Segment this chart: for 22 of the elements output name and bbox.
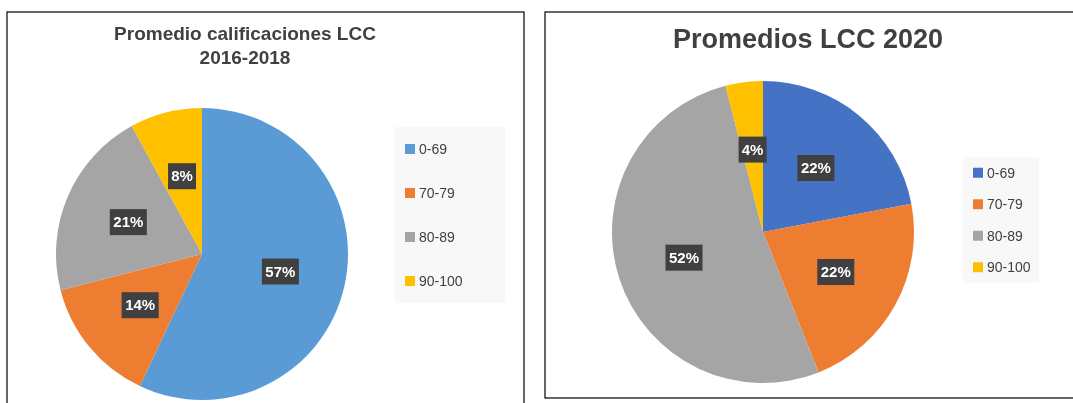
legend-label: 90-100: [419, 273, 463, 289]
pie-slice: [763, 81, 912, 232]
chart-title: Promedio calificaciones LCC 2016-2018: [114, 23, 377, 68]
data-label: 57%: [265, 262, 296, 280]
legend-label: 0-69: [987, 164, 1016, 181]
data-label: 21%: [113, 213, 144, 231]
data-label: 4%: [741, 140, 764, 158]
pie-slice: [763, 203, 914, 373]
data-label: 8%: [171, 167, 193, 185]
legend-label: 70-79: [987, 196, 1024, 213]
legend-label: 80-89: [987, 227, 1024, 244]
pie-slice: [60, 254, 202, 387]
data-label: 22%: [800, 159, 831, 177]
chart-title: Promedios LCC 2020: [672, 24, 944, 54]
data-label: 22%: [820, 263, 851, 281]
legend-label: 0-69: [419, 141, 448, 157]
data-label: 52%: [669, 248, 700, 266]
pie-slice: [56, 126, 202, 291]
legend-label: 70-79: [419, 185, 456, 201]
legend-label: 90-100: [987, 259, 1031, 276]
data-label: 14%: [125, 296, 156, 314]
legend-label: 80-89: [419, 229, 456, 245]
